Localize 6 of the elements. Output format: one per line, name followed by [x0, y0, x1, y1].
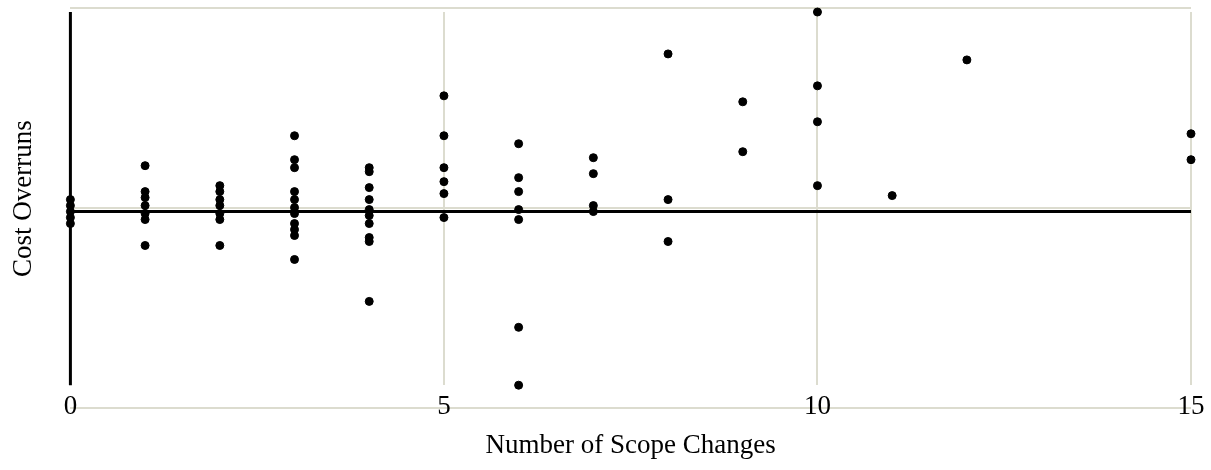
- x-axis-title: Number of Scope Changes: [485, 428, 776, 459]
- x-tick-label: 15: [1177, 390, 1205, 421]
- x-tick-label: 10: [803, 390, 831, 421]
- x-tick-label: 0: [63, 390, 78, 421]
- y-axis-title: Cost Overruns: [7, 120, 38, 277]
- x-tick-label: 5: [437, 390, 451, 421]
